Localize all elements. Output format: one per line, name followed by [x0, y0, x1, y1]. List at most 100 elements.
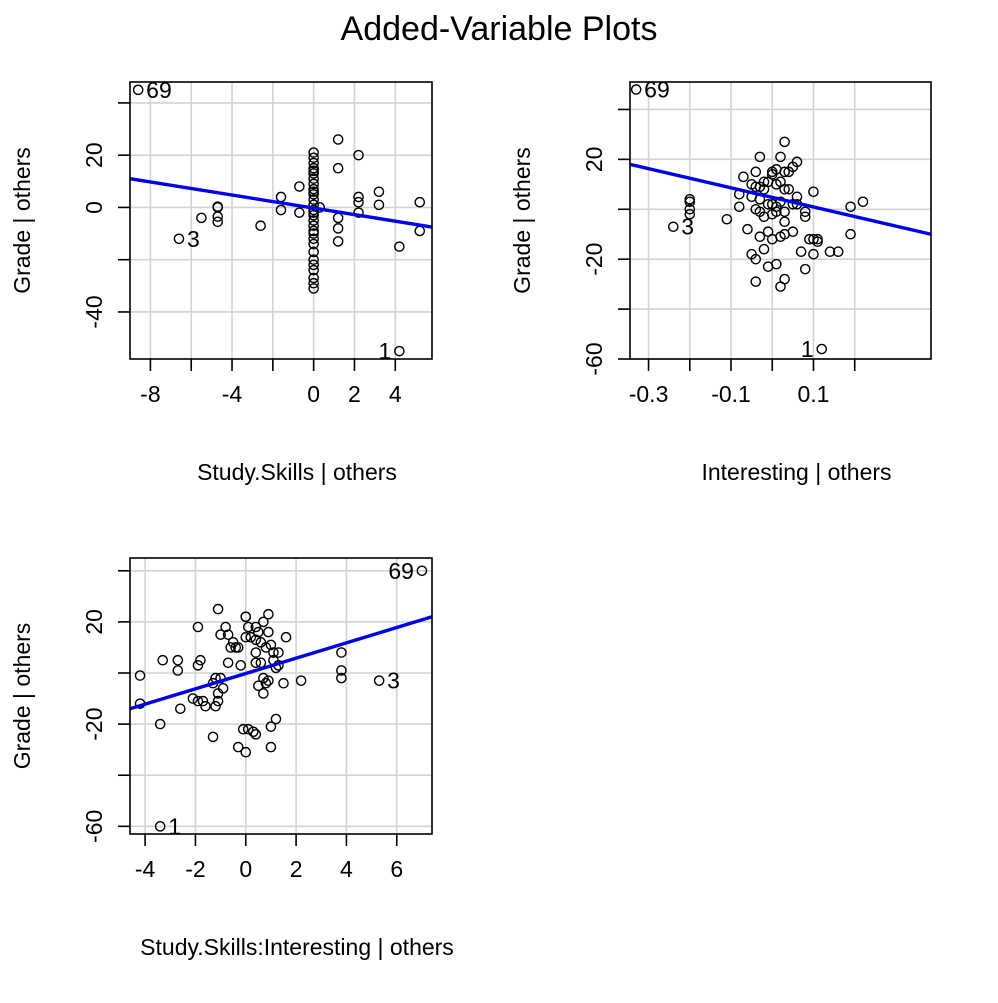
y-tick-label: 20 — [81, 609, 107, 635]
labeled-data-point — [416, 565, 428, 577]
data-point — [808, 186, 819, 198]
plot-frame — [629, 81, 932, 360]
point-label-1: 1 — [168, 813, 181, 839]
data-point — [373, 186, 385, 198]
data-point — [733, 201, 745, 213]
data-point — [248, 726, 259, 738]
data-point — [217, 683, 229, 694]
data-point — [308, 277, 319, 289]
data-point — [212, 201, 224, 212]
data-point — [857, 196, 869, 208]
data-point — [808, 248, 819, 260]
data-point — [754, 151, 766, 163]
data-point — [235, 660, 247, 671]
x-tick-label: 0 — [239, 856, 252, 882]
x-tick-label: 0.1 — [797, 381, 829, 407]
y-tick-label: 20 — [81, 142, 107, 168]
data-point — [845, 201, 856, 213]
data-point — [824, 246, 836, 257]
data-point — [414, 196, 426, 208]
data-point — [771, 206, 782, 218]
data-point — [758, 243, 770, 255]
data-point — [187, 693, 199, 704]
data-point — [308, 147, 319, 158]
data-point — [795, 246, 807, 257]
data-point — [242, 621, 254, 633]
data-point — [260, 642, 272, 653]
data-point — [799, 211, 811, 223]
x-tick-label: -0.3 — [629, 381, 669, 407]
data-point — [275, 191, 287, 203]
y-axis-label: Grade | others — [509, 147, 535, 294]
data-point — [787, 226, 799, 238]
data-point — [779, 206, 790, 218]
data-point — [308, 157, 319, 169]
data-point — [250, 729, 262, 740]
data-point — [738, 171, 749, 183]
data-point — [799, 206, 811, 218]
y-axis-label: Grade | others — [9, 147, 35, 294]
data-point — [394, 241, 405, 252]
data-point — [250, 647, 262, 658]
data-point — [195, 654, 206, 666]
data-point — [414, 225, 426, 237]
data-point — [197, 695, 209, 707]
data-point — [240, 611, 252, 623]
data-point — [172, 654, 184, 666]
data-point — [225, 642, 236, 653]
data-point — [308, 259, 319, 271]
data-point — [336, 672, 347, 684]
data-point — [263, 626, 274, 638]
labeled-data-point — [132, 84, 144, 96]
data-point — [771, 258, 782, 270]
data-point — [232, 741, 244, 753]
data-point — [232, 642, 244, 653]
labeled-data-point — [816, 343, 828, 355]
data-point — [294, 207, 305, 218]
data-point — [192, 695, 204, 707]
data-point — [280, 631, 292, 643]
x-axis-label: Interesting | others — [701, 459, 891, 485]
data-point — [721, 213, 733, 225]
y-tick-label: -20 — [581, 243, 607, 276]
data-point — [245, 631, 257, 643]
data-point — [750, 276, 762, 287]
data-point — [278, 677, 289, 689]
y-axis-label: Grade | others — [9, 623, 35, 770]
data-point — [200, 700, 211, 712]
x-tick-label: 0 — [307, 381, 320, 407]
data-point — [220, 621, 231, 633]
data-point — [799, 263, 811, 275]
data-point — [684, 193, 696, 205]
data-point — [207, 731, 219, 743]
point-label-3: 3 — [681, 214, 694, 240]
point-label-1: 1 — [801, 336, 814, 362]
data-point — [791, 156, 803, 168]
plot-frame — [129, 81, 433, 360]
data-point — [353, 196, 364, 208]
x-tick-label: 6 — [390, 856, 403, 882]
data-point — [222, 629, 234, 640]
data-point — [273, 647, 284, 658]
data-point — [253, 626, 264, 638]
x-tick-label: 4 — [340, 856, 353, 882]
x-tick-label: -4 — [222, 381, 243, 407]
x-tick-label: 2 — [348, 381, 361, 407]
data-point — [308, 152, 319, 164]
data-point — [308, 246, 319, 258]
regression-line — [129, 177, 433, 229]
labeled-data-point — [154, 821, 166, 832]
point-label-69: 69 — [146, 77, 172, 103]
x-tick-label: 4 — [389, 381, 402, 407]
labeled-data-point — [173, 233, 185, 245]
y-tick-label: -60 — [81, 810, 107, 843]
data-point — [308, 283, 319, 294]
data-point — [742, 223, 753, 235]
data-point — [250, 634, 262, 646]
data-point — [250, 657, 262, 669]
data-point — [308, 238, 319, 250]
data-point — [258, 616, 269, 628]
labeled-data-point — [667, 221, 679, 233]
data-point — [258, 672, 269, 684]
